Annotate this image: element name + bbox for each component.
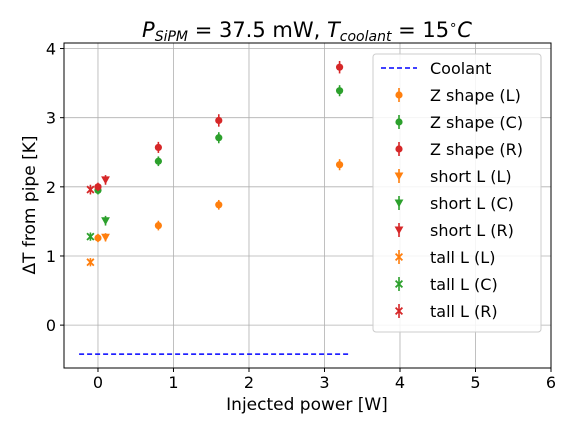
data-point — [335, 63, 344, 71]
x-axis-label: Injected power [W] — [226, 395, 388, 415]
title-end: = 15 — [391, 18, 449, 42]
title-mid: = 37.5 mW, — [188, 18, 327, 42]
legend-label: Coolant — [430, 59, 491, 78]
legend-label: short L (R) — [430, 221, 514, 240]
data-point — [86, 232, 95, 241]
legend-swatch-marker — [395, 145, 403, 153]
data-point — [94, 234, 102, 242]
x-tick-label: 1 — [168, 373, 178, 392]
x-tick-label: 2 — [244, 373, 254, 392]
marker-stroke — [86, 258, 95, 267]
legend-swatch-marker — [395, 91, 403, 99]
data-point — [154, 143, 162, 152]
data-point — [335, 87, 344, 95]
legend-label: short L (L) — [430, 167, 512, 186]
legend-label: Z shape (R) — [430, 140, 523, 159]
title-unit: C — [457, 18, 472, 42]
marker-stroke — [86, 232, 95, 241]
title-degree: ∘ — [449, 18, 457, 33]
y-tick-label: 3 — [46, 109, 56, 128]
x-tick-label: 5 — [470, 373, 480, 392]
legend-label: short L (C) — [430, 194, 514, 213]
data-point — [215, 201, 223, 209]
legend-label: tall L (C) — [430, 275, 498, 294]
data-point — [101, 217, 110, 226]
legend-box — [372, 53, 542, 333]
y-tick-label: 1 — [46, 247, 56, 266]
y-tick-label: 2 — [46, 178, 56, 197]
legend-swatch-marker — [394, 252, 404, 262]
legend: Coolant Z shape (L) Z shape (C) Z shape (R)… — [372, 53, 542, 333]
data-point — [154, 221, 162, 230]
marker-stroke — [394, 306, 404, 316]
legend-swatch-marker — [394, 226, 404, 235]
title-t: T — [327, 18, 342, 42]
legend-swatch-marker — [394, 172, 404, 181]
data-point — [215, 134, 223, 142]
legend-swatch-marker — [394, 279, 404, 289]
chart-title: PSiPM = 37.5 mW, Tcoolant = 15∘C — [142, 18, 472, 45]
x-tick-label: 6 — [546, 373, 556, 392]
y-axis-label: ΔT from pipe [K] — [20, 136, 40, 275]
data-point — [86, 258, 95, 267]
x-tick-label: 3 — [319, 373, 329, 392]
data-point — [154, 157, 162, 165]
marker-stroke — [394, 279, 404, 289]
data-point — [86, 185, 95, 194]
y-tick-label: 0 — [46, 316, 56, 335]
legend-label: Z shape (L) — [430, 86, 521, 105]
legend-label: tall L (R) — [430, 302, 498, 321]
marker-stroke — [394, 252, 404, 262]
plot-frame — [63, 42, 552, 369]
x-tick-label: 0 — [93, 373, 103, 392]
data-point — [101, 176, 110, 185]
legend-swatch-marker — [394, 199, 404, 208]
title-p-sub: SiPM — [155, 29, 188, 45]
x-axis-ticks: 0 1 2 3 4 5 6 — [93, 368, 556, 392]
data-point — [335, 161, 344, 169]
legend-swatch-marker — [394, 306, 404, 316]
data-points — [86, 60, 344, 267]
legend-label: Z shape (C) — [430, 113, 523, 132]
legend-swatch-marker — [395, 118, 403, 126]
x-tick-label: 4 — [395, 373, 405, 392]
title-t-sub: coolant — [340, 29, 392, 45]
marker-stroke — [86, 185, 95, 194]
title-p: P — [142, 18, 155, 42]
data-point — [94, 183, 102, 191]
y-tick-label: 4 — [46, 40, 56, 59]
legend-label: tall L (L) — [430, 248, 495, 267]
data-point — [101, 233, 110, 242]
y-axis-ticks: 0 1 2 3 4 — [46, 40, 64, 335]
data-point — [215, 116, 223, 125]
